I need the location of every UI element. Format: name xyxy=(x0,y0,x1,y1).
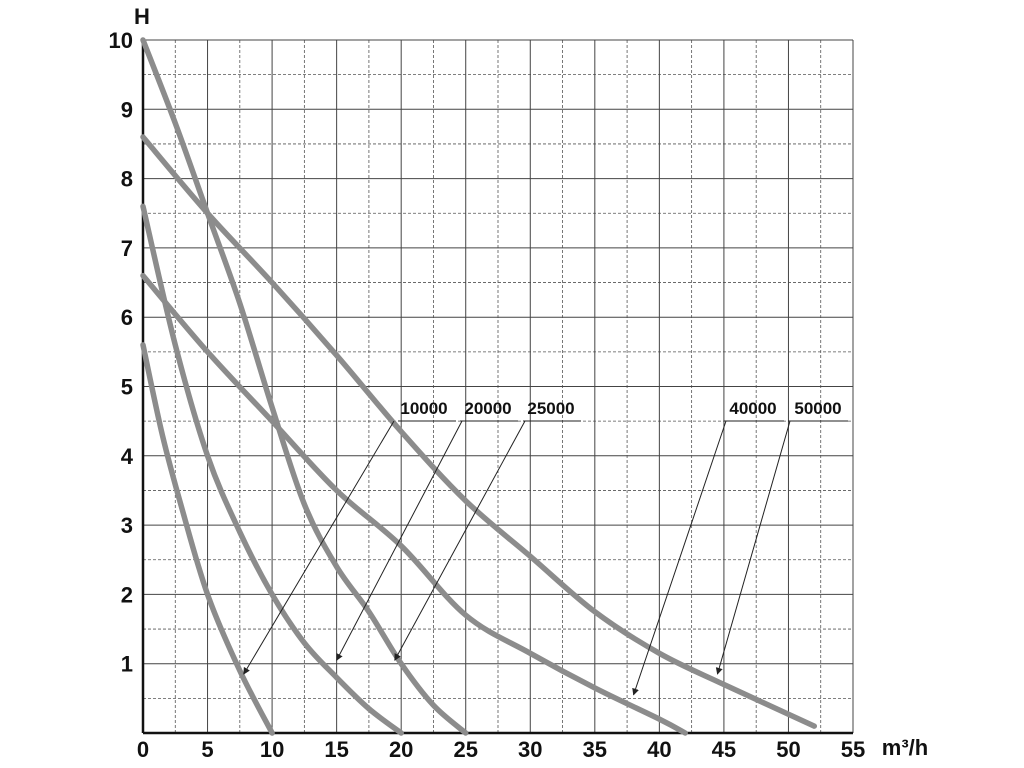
x-tick-label: 50 xyxy=(776,737,800,762)
curve-50000 xyxy=(140,134,818,729)
x-axis-label: m³/h xyxy=(882,735,928,760)
callout-label-40000: 40000 xyxy=(729,399,776,418)
x-tick-label: 10 xyxy=(260,737,284,762)
callout-arrow-20000 xyxy=(336,420,463,661)
callout-label-10000: 10000 xyxy=(400,399,447,418)
callouts: 10000 20000 25000 40000 50000 xyxy=(243,399,848,696)
y-tick-label: 6 xyxy=(121,305,133,330)
grid xyxy=(142,39,854,734)
x-tick-label: 25 xyxy=(453,737,477,762)
y-tick-label: 4 xyxy=(121,444,134,469)
x-tick-label: 45 xyxy=(712,737,736,762)
y-tick-label: 7 xyxy=(121,236,133,261)
x-tick-label: 0 xyxy=(137,737,149,762)
x-tick-label: 55 xyxy=(841,737,865,762)
callout-arrow-25000 xyxy=(394,420,526,661)
callout-label-50000: 50000 xyxy=(794,399,841,418)
callout-arrow-40000 xyxy=(632,420,727,696)
y-tick-label: 10 xyxy=(109,28,133,53)
y-tick-label: 9 xyxy=(121,97,133,122)
callout-arrow-50000 xyxy=(715,420,791,675)
y-tick-label: 8 xyxy=(121,167,133,192)
y-tick-label: 5 xyxy=(121,375,133,400)
curves xyxy=(140,37,818,736)
x-tick-label: 35 xyxy=(583,737,607,762)
y-tick-label: 1 xyxy=(121,652,133,677)
axes xyxy=(141,40,853,735)
callout-arrow-10000 xyxy=(243,420,395,675)
callout-label-20000: 20000 xyxy=(464,399,511,418)
y-axis-label: H xyxy=(134,4,150,29)
x-tick-label: 5 xyxy=(201,737,213,762)
callout-label-25000: 25000 xyxy=(527,399,574,418)
curve-10000 xyxy=(140,342,275,736)
x-tick-label: 15 xyxy=(324,737,348,762)
y-tick-label: 2 xyxy=(121,582,133,607)
x-tick-label: 20 xyxy=(389,737,413,762)
x-tick-label: 40 xyxy=(647,737,671,762)
curve-20000 xyxy=(140,203,404,736)
curve-25000 xyxy=(140,37,469,736)
y-tick-label: 3 xyxy=(121,513,133,538)
x-tick-label: 30 xyxy=(518,737,542,762)
curve-40000 xyxy=(140,272,688,736)
